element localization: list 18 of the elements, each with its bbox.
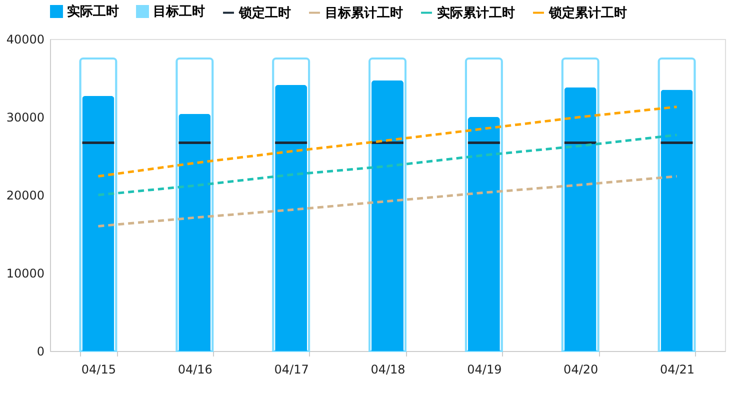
legend-label: 实际累计工时	[437, 4, 515, 21]
y-tick-label: 0	[36, 344, 44, 358]
y-tick-label: 30000	[6, 110, 44, 124]
legend-label: 目标工时	[153, 4, 205, 20]
legend-label: 锁定工时	[238, 4, 291, 21]
x-tick-label: 04/17	[274, 362, 309, 376]
x-tick-label: 04/19	[467, 362, 502, 376]
x-tick-label: 04/15	[81, 362, 116, 376]
x-tick-label: 04/16	[178, 362, 212, 376]
legend-label: 目标累计工时	[325, 6, 403, 21]
y-tick-label: 40000	[6, 32, 44, 46]
y-tick-label: 10000	[6, 266, 44, 280]
y-tick-label: 20000	[6, 188, 44, 202]
x-tick-label: 04/21	[660, 362, 695, 376]
legend-label: 实际工时	[67, 4, 119, 20]
x-tick-label: 04/20	[564, 362, 598, 376]
x-tick-label: 04/18	[370, 362, 406, 376]
legend-label: 锁定累计工时	[548, 4, 627, 21]
